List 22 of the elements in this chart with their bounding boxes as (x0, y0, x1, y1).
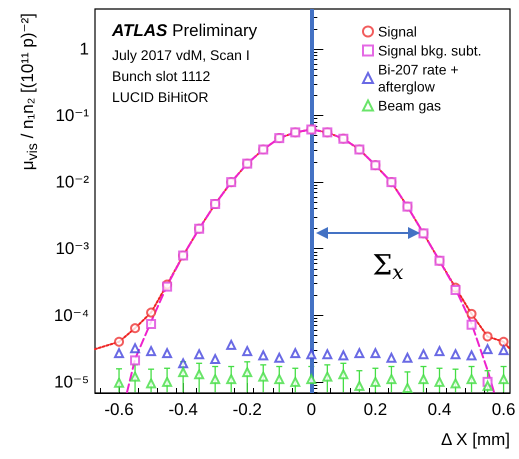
x-tick-label: 0.6 (492, 400, 516, 419)
x-tick-label: 0.4 (428, 400, 452, 419)
x-tick-label: -0.4 (168, 400, 198, 419)
legend-label: Bi-207 rate + afterglow (378, 62, 462, 94)
y-tick-label: 10⁻⁴ (54, 306, 89, 325)
y-tick-label: 10⁻¹ (55, 106, 90, 126)
legend-label: Signal bkg. subt. (378, 42, 482, 58)
y-tick-label: 10⁻² (55, 172, 90, 192)
x-tick-label: -0.2 (232, 400, 262, 419)
y-tick-label: 10⁻⁵ (54, 372, 89, 392)
y-tick-label: 10⁻³ (55, 239, 90, 258)
legend-label: Signal (378, 24, 417, 40)
y-tick-label: 1 (80, 40, 89, 59)
x-tick-label: 0 (306, 400, 316, 419)
annotation: LUCID BiHitOR (112, 89, 208, 105)
annotation: ATLAS Preliminary (111, 21, 258, 40)
annotation: Bunch slot 1112 (112, 68, 211, 84)
legend-label: Beam gas (378, 98, 442, 114)
x-tick-label: -0.6 (104, 400, 134, 419)
x-tick-label: 0.2 (364, 400, 388, 419)
x-axis-title: Δ X [mm] (441, 430, 510, 449)
annotation: July 2017 vdM, Scan I (112, 47, 250, 63)
